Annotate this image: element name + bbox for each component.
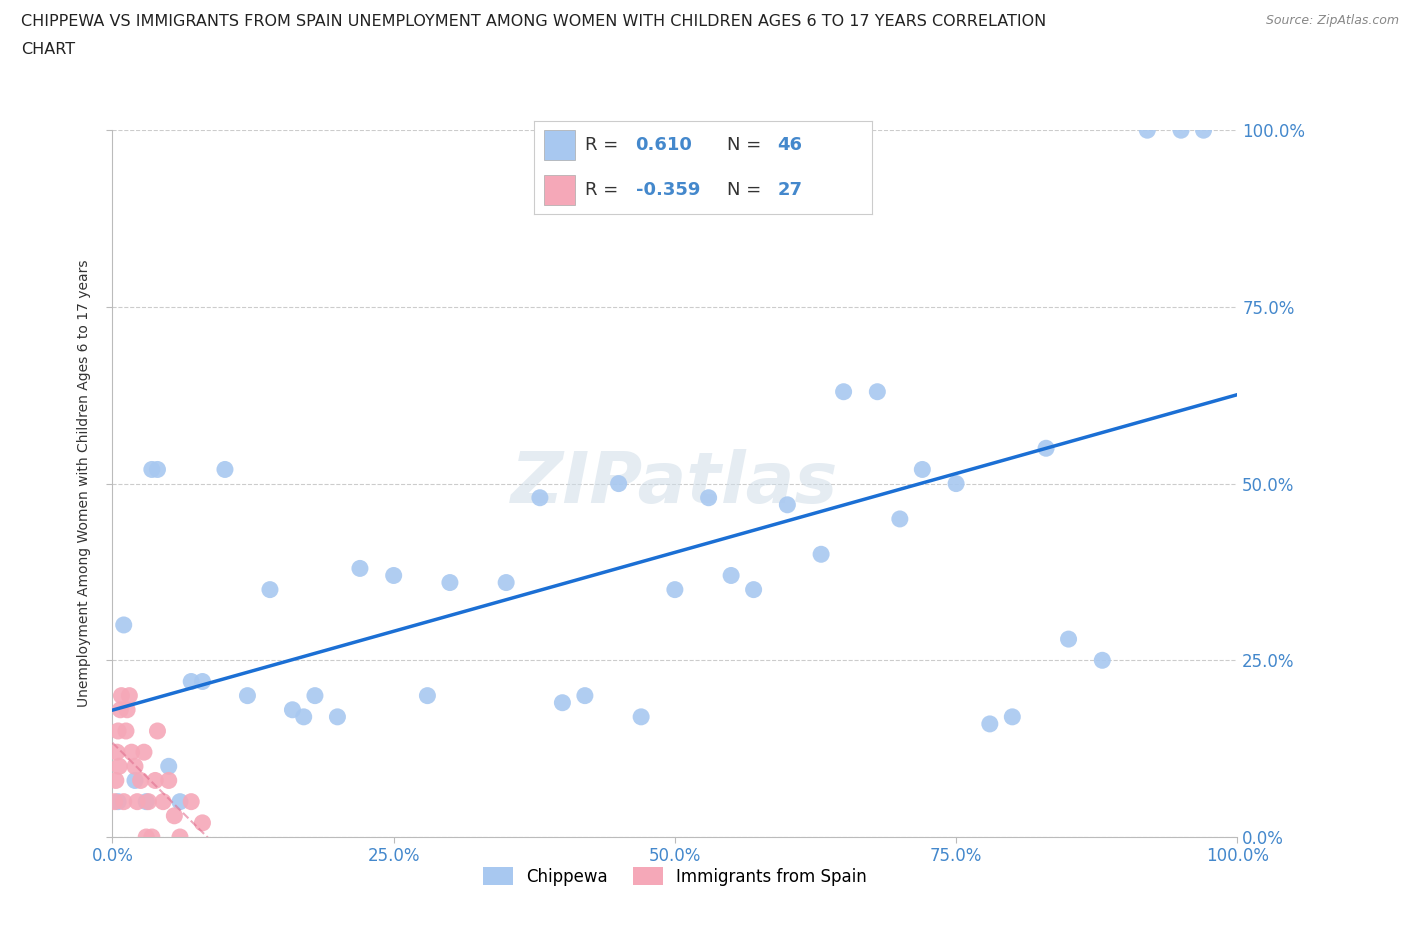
Point: [132, 745, 155, 760]
Point: [157, 773, 180, 788]
Point: [1091, 653, 1114, 668]
Point: [124, 759, 146, 774]
Point: [129, 773, 152, 788]
Point: [1057, 631, 1080, 646]
Point: [141, 830, 163, 844]
Text: R =: R =: [585, 136, 619, 154]
Text: ZIPatlas: ZIPatlas: [512, 449, 838, 518]
Point: [138, 794, 160, 809]
Point: [832, 384, 855, 399]
Point: [292, 710, 315, 724]
Point: [104, 773, 127, 788]
FancyBboxPatch shape: [544, 175, 575, 205]
Point: [304, 688, 326, 703]
Point: [416, 688, 439, 703]
Text: CHART: CHART: [21, 42, 75, 57]
Point: [115, 702, 138, 717]
Point: [180, 794, 202, 809]
Point: [110, 702, 132, 717]
Point: [146, 724, 169, 738]
Point: [112, 618, 135, 632]
Point: [326, 710, 349, 724]
Point: [135, 794, 157, 809]
Point: [143, 773, 166, 788]
Point: [1001, 710, 1024, 724]
Point: [866, 384, 889, 399]
Text: 0.610: 0.610: [636, 136, 692, 154]
Point: [742, 582, 765, 597]
Point: [720, 568, 742, 583]
Text: 27: 27: [778, 180, 803, 199]
Point: [107, 724, 129, 738]
Point: [439, 575, 461, 590]
Point: [112, 794, 135, 809]
Point: [495, 575, 517, 590]
Legend: Chippewa, Immigrants from Spain: Chippewa, Immigrants from Spain: [477, 861, 873, 892]
Text: CHIPPEWA VS IMMIGRANTS FROM SPAIN UNEMPLOYMENT AMONG WOMEN WITH CHILDREN AGES 6 : CHIPPEWA VS IMMIGRANTS FROM SPAIN UNEMPL…: [21, 14, 1046, 29]
Point: [146, 462, 169, 477]
Point: [776, 498, 799, 512]
Text: R =: R =: [585, 180, 619, 199]
Point: [157, 759, 180, 774]
Point: [1035, 441, 1057, 456]
Point: [664, 582, 686, 597]
Point: [630, 710, 652, 724]
Point: [105, 745, 128, 760]
Point: [979, 716, 1001, 731]
Point: [810, 547, 832, 562]
Y-axis label: Unemployment Among Women with Children Ages 6 to 17 years: Unemployment Among Women with Children A…: [77, 259, 91, 708]
Point: [169, 830, 191, 844]
Point: [121, 745, 143, 760]
Point: [169, 794, 191, 809]
Point: [529, 490, 551, 505]
Point: [118, 688, 141, 703]
Point: [124, 773, 146, 788]
Point: [889, 512, 911, 526]
Point: [141, 462, 163, 477]
Point: [574, 688, 596, 703]
Point: [382, 568, 405, 583]
Point: [607, 476, 630, 491]
Point: [236, 688, 259, 703]
Point: [115, 724, 138, 738]
Point: [191, 816, 214, 830]
Point: [281, 702, 304, 717]
Point: [945, 476, 967, 491]
Point: [107, 794, 129, 809]
Text: -0.359: -0.359: [636, 180, 700, 199]
Point: [214, 462, 236, 477]
Point: [349, 561, 371, 576]
Text: Source: ZipAtlas.com: Source: ZipAtlas.com: [1265, 14, 1399, 27]
Point: [551, 696, 574, 711]
Point: [259, 582, 281, 597]
Point: [152, 794, 174, 809]
FancyBboxPatch shape: [544, 130, 575, 160]
Point: [1170, 123, 1192, 138]
Point: [1192, 123, 1215, 138]
Text: N =: N =: [727, 180, 761, 199]
Point: [108, 759, 131, 774]
Point: [127, 794, 149, 809]
Point: [911, 462, 934, 477]
Text: N =: N =: [727, 136, 761, 154]
Point: [191, 674, 214, 689]
Point: [104, 794, 127, 809]
Point: [1136, 123, 1159, 138]
Text: 46: 46: [778, 136, 803, 154]
Point: [697, 490, 720, 505]
Point: [110, 688, 132, 703]
Point: [135, 830, 157, 844]
Point: [180, 674, 202, 689]
Point: [163, 808, 186, 823]
